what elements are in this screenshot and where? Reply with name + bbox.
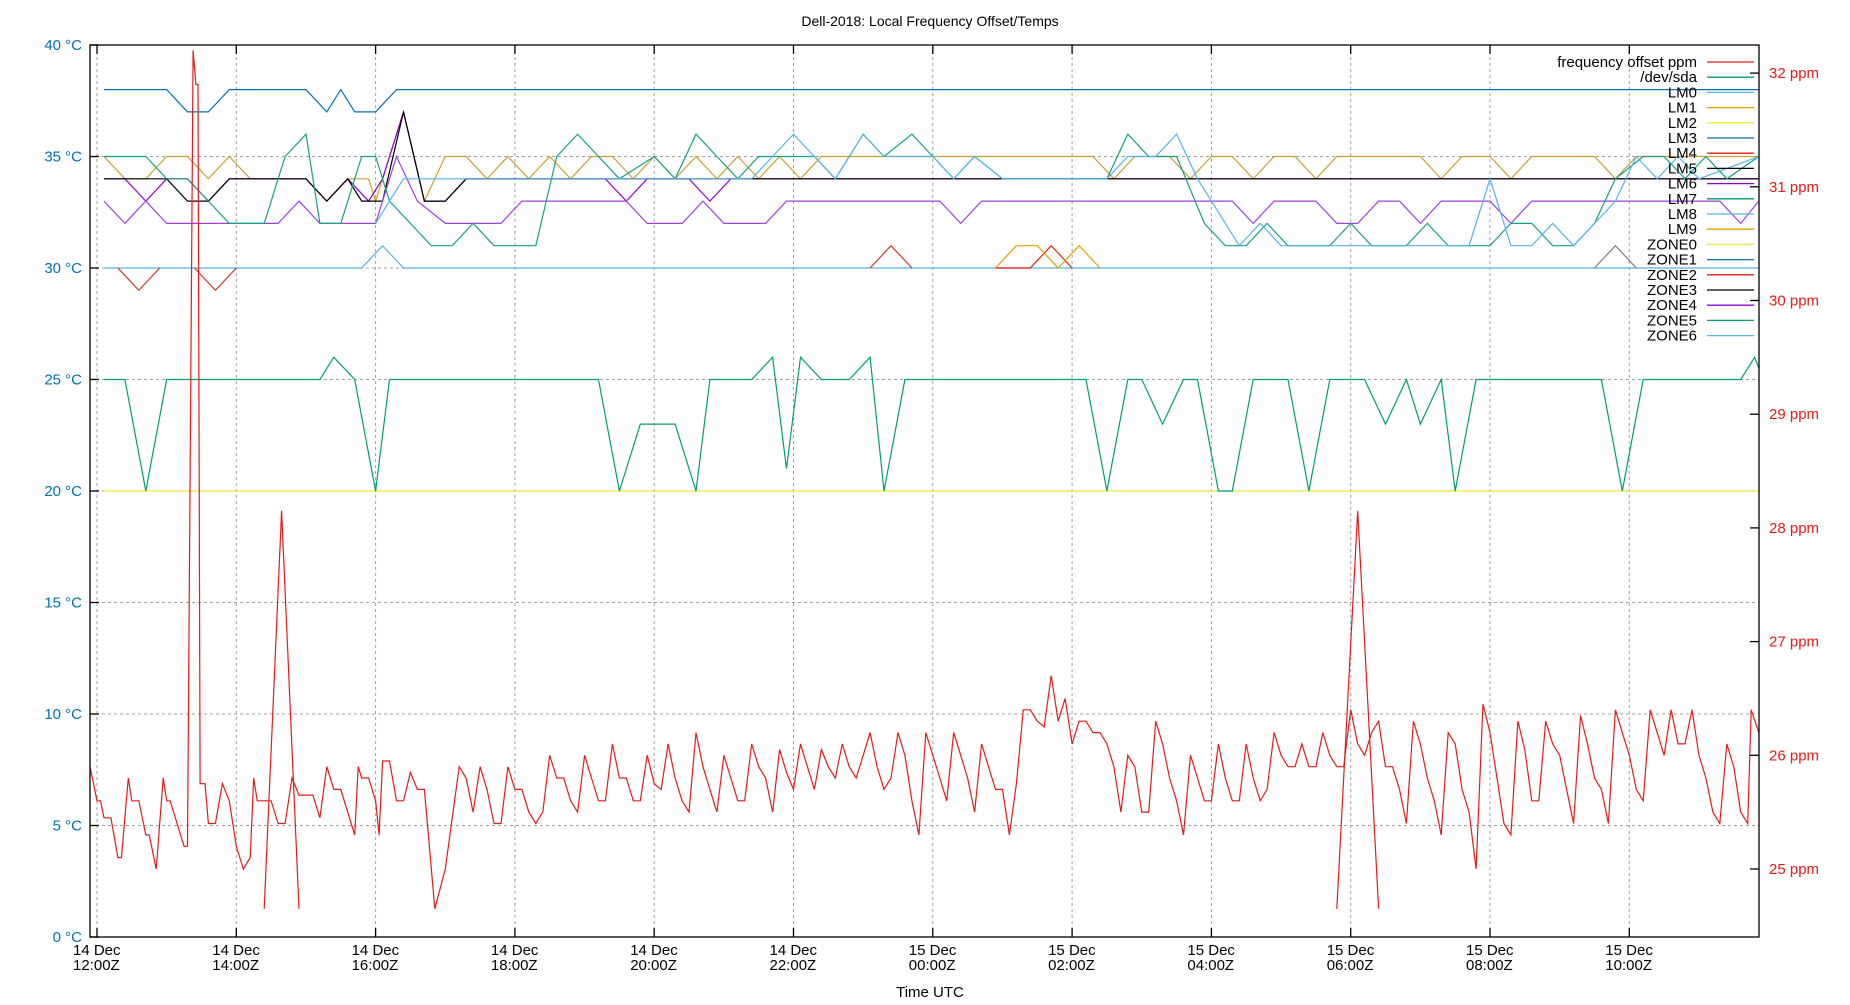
y-left-tick-label: 0 °C (53, 929, 83, 946)
y-right-tick-label: 28 ppm (1769, 520, 1819, 537)
legend-label: ZONE0 (1647, 236, 1697, 253)
series-line (104, 355, 1759, 492)
series-line (104, 88, 1759, 113)
series-line (995, 244, 1101, 269)
legend: frequency offset ppm/dev/sdaLM0LM1LM2LM3… (1557, 54, 1754, 345)
legend-label: LM1 (1668, 100, 1697, 117)
y-left-tick-label: 25 °C (44, 372, 82, 389)
x-tick-label-date: 14 Dec (491, 942, 539, 959)
legend-label: ZONE1 (1647, 252, 1697, 269)
legend-label: /dev/sda (1640, 69, 1697, 86)
x-tick-label-date: 14 Dec (352, 942, 400, 959)
series-line (869, 244, 913, 269)
legend-label: LM5 (1668, 160, 1697, 177)
legend-label: LM9 (1668, 221, 1697, 238)
x-tick-label-time: 00:00Z (909, 957, 956, 974)
x-tick-label-time: 02:00Z (1048, 957, 1095, 974)
series-lines (90, 50, 1759, 909)
x-tick-label-time: 08:00Z (1466, 957, 1513, 974)
x-tick-label-time: 18:00Z (491, 957, 538, 974)
x-tick-label-date: 14 Dec (630, 942, 678, 959)
series-line (1594, 244, 1637, 269)
x-tick-label-time: 22:00Z (770, 957, 817, 974)
legend-label: LM7 (1668, 191, 1697, 208)
legend-label: ZONE5 (1647, 312, 1697, 329)
series-line (90, 50, 1759, 909)
legend-label: ZONE2 (1647, 267, 1697, 284)
x-tick-label-date: 14 Dec (770, 942, 818, 959)
series-line (1336, 510, 1380, 909)
legend-label: LM4 (1668, 145, 1697, 162)
x-axis-label: Time UTC (896, 984, 964, 1000)
x-tick-label-date: 15 Dec (1466, 942, 1514, 959)
legend-label: frequency offset ppm (1557, 54, 1697, 71)
legend-label: LM2 (1668, 115, 1697, 132)
legend-label: LM6 (1668, 176, 1697, 193)
y-left-tick-label: 30 °C (44, 260, 82, 277)
legend-label: LM3 (1668, 130, 1697, 147)
x-tick-label-date: 14 Dec (73, 942, 121, 959)
y-right-tick-label: 25 ppm (1769, 861, 1819, 878)
x-tick-label-time: 20:00Z (630, 957, 677, 974)
y-right-tick-label: 32 ppm (1769, 65, 1819, 82)
x-tick-label-time: 16:00Z (352, 957, 399, 974)
x-tick-label-time: 06:00Z (1327, 957, 1374, 974)
legend-label: LM0 (1668, 84, 1697, 101)
y-left-tick-label: 15 °C (44, 595, 82, 612)
y-right-tick-label: 26 ppm (1769, 747, 1819, 764)
legend-label: ZONE4 (1647, 297, 1697, 314)
x-tick-label-time: 12:00Z (73, 957, 120, 974)
series-line (104, 244, 1759, 269)
legend-label: ZONE6 (1647, 328, 1697, 345)
x-tick-label-date: 15 Dec (909, 942, 957, 959)
series-line (995, 244, 1073, 269)
y-right-tick-label: 29 ppm (1769, 406, 1819, 423)
series-line (103, 154, 1759, 225)
series-line (104, 111, 1759, 202)
series-line (194, 267, 237, 292)
chart-title: Dell-2018: Local Frequency Offset/Temps (801, 13, 1058, 29)
y-left-tick-label: 40 °C (44, 37, 82, 54)
legend-label: LM8 (1668, 206, 1697, 223)
x-tick-label-date: 14 Dec (212, 942, 260, 959)
x-tick-label-time: 04:00Z (1187, 957, 1234, 974)
x-tick-label-date: 15 Dec (1187, 942, 1235, 959)
y-right-tick-label: 30 ppm (1769, 293, 1819, 310)
y-right-tick-label: 31 ppm (1769, 179, 1819, 196)
y-left-tick-label: 35 °C (44, 149, 82, 166)
x-tick-label-time: 10:00Z (1605, 957, 1652, 974)
y-left-tick-label: 20 °C (44, 483, 82, 500)
x-tick-label-time: 14:00Z (212, 957, 259, 974)
series-line (263, 510, 300, 909)
x-tick-label-date: 15 Dec (1327, 942, 1375, 959)
legend-label: ZONE3 (1647, 282, 1697, 299)
y-right-tick-label: 27 ppm (1769, 634, 1819, 651)
series-line (375, 133, 1759, 247)
y-left-tick-label: 5 °C (53, 818, 83, 835)
series-line (117, 267, 161, 292)
y-left-tick-label: 10 °C (44, 706, 82, 723)
x-tick-label-date: 15 Dec (1048, 942, 1096, 959)
x-tick-label-date: 15 Dec (1605, 942, 1653, 959)
